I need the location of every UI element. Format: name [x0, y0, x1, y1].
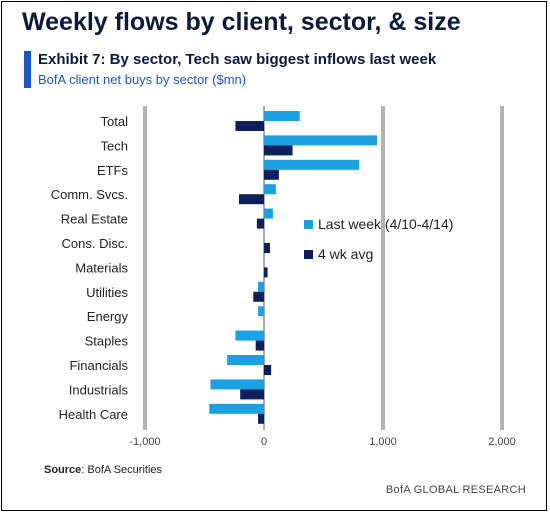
x-tick-label: -1,000 — [129, 436, 160, 448]
bar-four-wk-avg — [240, 389, 264, 400]
bar-four-wk-avg — [239, 194, 264, 205]
footer-brand: BofA GLOBAL RESEARCH — [385, 484, 526, 496]
bar-four-wk-avg — [255, 340, 264, 351]
bar-four-wk-avg — [235, 121, 264, 131]
category-label: Tech — [101, 138, 128, 153]
bar-last-week — [258, 281, 264, 292]
bar-last-week — [264, 208, 273, 219]
bar-chart: Total Tech ETFs Comm. Svcs. Real Estate Cons.… — [51, 106, 516, 448]
category-label: ETFs — [97, 163, 129, 178]
category-label: Utilities — [86, 285, 128, 300]
bar-last-week — [258, 306, 264, 317]
source-text: : BofA Securities — [81, 464, 163, 476]
source-line: Source: BofA Securities — [44, 464, 162, 476]
legend-label: 4 wk avg — [318, 246, 373, 262]
category-label: Comm. Svcs. — [51, 187, 128, 202]
source-label: Source — [44, 464, 82, 476]
category-label: Industrials — [69, 382, 129, 397]
category-label: Financials — [69, 358, 128, 373]
exhibit-title: Exhibit 7: By sector, Tech saw biggest i… — [38, 51, 437, 68]
bar-four-wk-avg — [253, 291, 264, 302]
bar-four-wk-avg — [264, 267, 268, 278]
bar-last-week — [264, 184, 276, 195]
bar-four-wk-avg — [264, 169, 279, 180]
bar-last-week — [264, 135, 378, 146]
bar-four-wk-avg — [264, 365, 272, 375]
bar-last-week — [264, 159, 360, 170]
legend-label: Last week (4/10-4/14) — [318, 216, 453, 232]
bar-four-wk-avg — [256, 218, 264, 229]
bar-last-week — [227, 355, 264, 365]
x-tick-label: 1,000 — [369, 436, 397, 448]
bar-last-week — [264, 111, 300, 121]
legend-swatch — [304, 250, 313, 259]
category-label: Real Estate — [61, 212, 128, 227]
bar-last-week — [235, 330, 264, 341]
bar-last-week — [210, 379, 264, 390]
x-tick-label: 0 — [261, 436, 267, 448]
category-label: Health Care — [59, 407, 128, 422]
exhibit-accent-bar — [24, 51, 31, 88]
category-label: Materials — [75, 260, 128, 275]
category-label: Staples — [85, 334, 129, 349]
chart-subtitle: BofA client net buys by sector ($mn) — [38, 72, 247, 87]
bar-last-week — [209, 403, 264, 414]
category-label: Total — [101, 114, 129, 129]
bar-four-wk-avg — [264, 145, 293, 156]
bar-four-wk-avg — [264, 243, 270, 253]
page-title: Weekly flows by client, sector, & size — [22, 8, 461, 36]
legend-swatch — [304, 220, 313, 229]
x-tick-label: 2,000 — [488, 436, 516, 448]
category-label: Energy — [87, 309, 129, 324]
category-label: Cons. Disc. — [62, 236, 128, 251]
bar-four-wk-avg — [258, 413, 264, 424]
